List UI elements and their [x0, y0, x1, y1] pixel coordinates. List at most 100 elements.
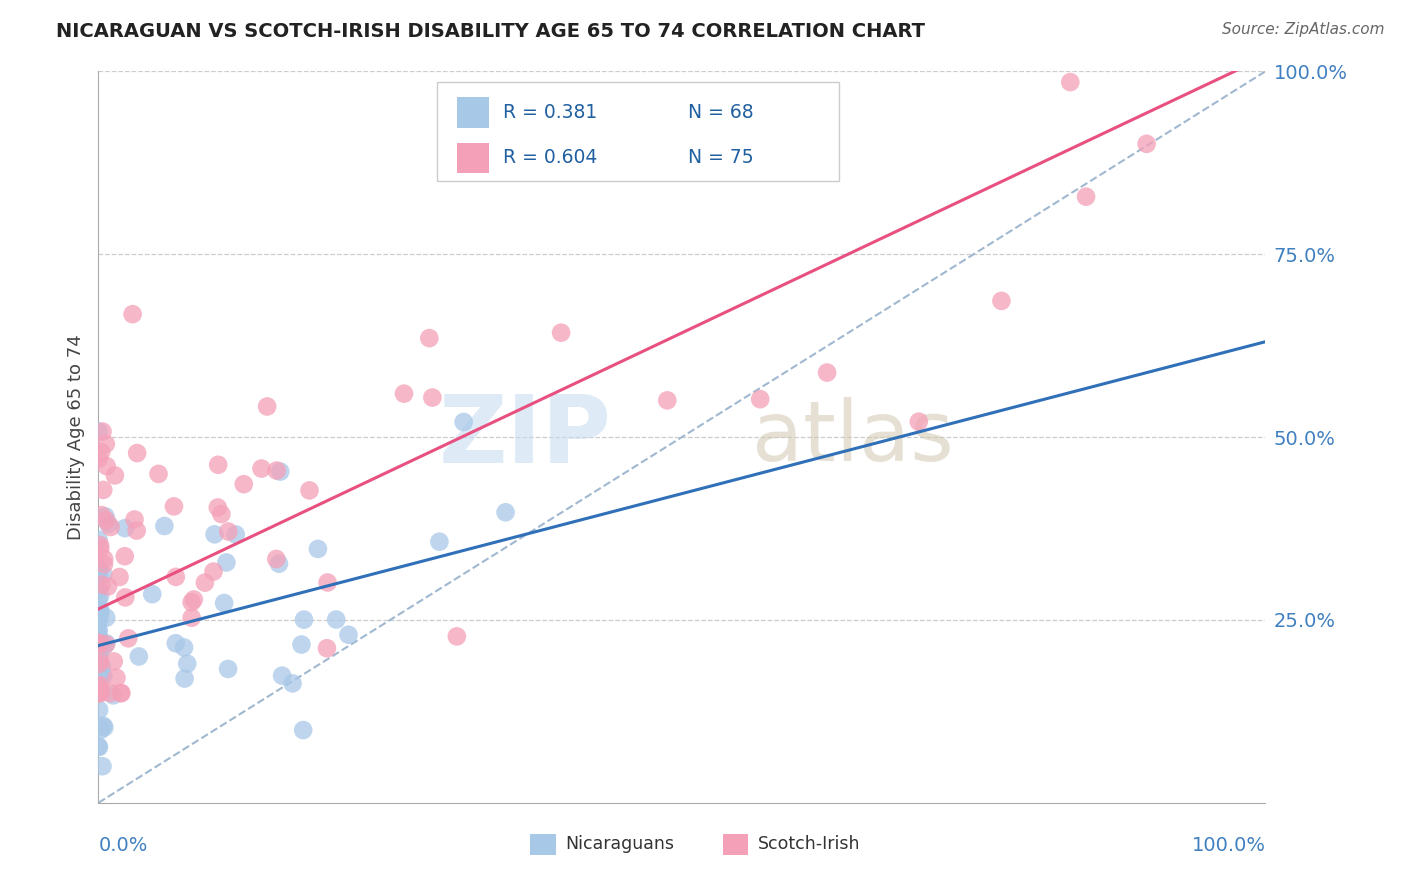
Point — [173, 672, 195, 686]
Point — [422, 391, 444, 405]
Point — [87, 682, 110, 697]
Text: 0.0%: 0.0% — [98, 836, 148, 855]
Point — [91, 567, 114, 582]
Point — [207, 458, 229, 472]
Text: NICARAGUAN VS SCOTCH-IRISH DISABILITY AGE 65 TO 74 CORRELATION CHART: NICARAGUAN VS SCOTCH-IRISH DISABILITY AG… — [56, 22, 925, 41]
Point — [87, 635, 110, 649]
Point — [91, 719, 114, 733]
Point — [87, 657, 110, 672]
Point — [87, 582, 110, 596]
Point — [217, 524, 239, 539]
Point — [103, 689, 125, 703]
Point — [183, 592, 205, 607]
Point — [87, 672, 110, 686]
Point — [446, 629, 468, 643]
Point — [93, 558, 115, 572]
Point — [298, 483, 321, 498]
Point — [114, 549, 136, 564]
Point — [180, 611, 202, 625]
Text: R = 0.381: R = 0.381 — [503, 103, 598, 121]
Point — [148, 467, 170, 481]
Point — [87, 644, 110, 658]
Text: N = 75: N = 75 — [688, 148, 754, 168]
Point — [232, 477, 254, 491]
Point — [89, 589, 111, 603]
Point — [316, 575, 339, 590]
Point — [110, 686, 132, 700]
Point — [90, 577, 112, 591]
Point — [87, 533, 110, 547]
Text: atlas: atlas — [752, 397, 953, 477]
Point — [96, 459, 118, 474]
Point — [87, 615, 110, 629]
Point — [87, 624, 110, 638]
Point — [209, 507, 232, 521]
FancyBboxPatch shape — [437, 82, 839, 181]
Text: Scotch-Irish: Scotch-Irish — [758, 836, 860, 854]
Text: Source: ZipAtlas.com: Source: ZipAtlas.com — [1222, 22, 1385, 37]
Point — [180, 595, 202, 609]
Point — [89, 650, 111, 665]
Point — [127, 446, 149, 460]
Point — [207, 500, 229, 515]
Point — [87, 425, 110, 439]
Point — [269, 465, 291, 479]
Point — [114, 591, 136, 605]
Point — [202, 565, 225, 579]
Point — [163, 500, 186, 514]
Point — [91, 759, 114, 773]
Point — [87, 740, 110, 755]
Point — [90, 686, 112, 700]
Point — [165, 636, 187, 650]
Point — [1025, 28, 1047, 42]
Point — [128, 649, 150, 664]
Point — [93, 720, 115, 734]
Point — [100, 520, 122, 534]
Point — [90, 723, 112, 737]
Point — [89, 603, 111, 617]
Point — [89, 606, 111, 620]
Point — [94, 437, 117, 451]
Point — [418, 331, 440, 345]
Point — [337, 628, 360, 642]
Point — [495, 505, 517, 519]
Point — [91, 425, 114, 439]
Point — [316, 641, 339, 656]
Point — [212, 596, 235, 610]
Point — [104, 468, 127, 483]
FancyBboxPatch shape — [457, 97, 489, 128]
Point — [290, 638, 312, 652]
Point — [266, 552, 288, 566]
Point — [1059, 75, 1081, 89]
Point — [94, 637, 117, 651]
Point — [103, 654, 125, 668]
Point — [91, 660, 114, 674]
Text: Nicaraguans: Nicaraguans — [565, 836, 675, 854]
Point — [89, 678, 111, 692]
Point — [90, 445, 112, 459]
Point — [87, 561, 110, 575]
Point — [141, 587, 163, 601]
Point — [292, 723, 315, 737]
Point — [124, 512, 146, 526]
Point — [96, 636, 118, 650]
Point — [908, 415, 931, 429]
Point — [271, 668, 294, 682]
Point — [87, 451, 110, 466]
Point — [266, 464, 288, 478]
Point — [97, 579, 120, 593]
Point — [94, 509, 117, 524]
Point — [87, 636, 110, 650]
Text: ZIP: ZIP — [439, 391, 612, 483]
Point — [89, 666, 111, 681]
Point — [110, 686, 132, 700]
Point — [1136, 136, 1159, 151]
Point — [87, 632, 110, 646]
Point — [89, 608, 111, 623]
Point — [325, 613, 347, 627]
Point — [87, 603, 110, 617]
Point — [96, 611, 118, 625]
Point — [292, 613, 315, 627]
Point — [93, 640, 115, 654]
Point — [217, 662, 239, 676]
